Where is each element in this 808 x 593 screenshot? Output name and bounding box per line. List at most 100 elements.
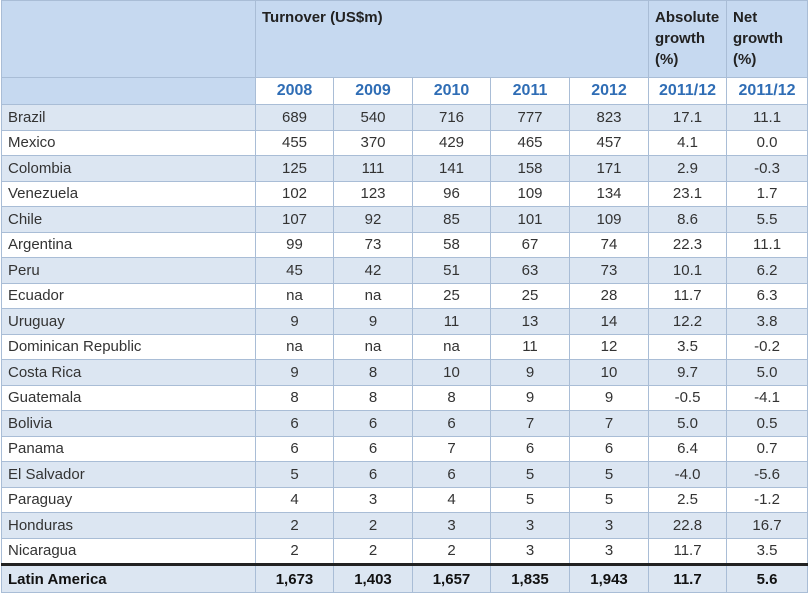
header-text: Net xyxy=(733,9,758,26)
cell: 3 xyxy=(490,537,570,565)
cell: 9.7 xyxy=(648,359,728,386)
cell: -0.2 xyxy=(726,333,808,360)
row-label: Ecuador xyxy=(1,282,256,309)
cell: 1,835 xyxy=(490,563,570,593)
cell: 10.1 xyxy=(648,257,728,284)
header-cell: Net growth (%) xyxy=(726,0,808,78)
header-cell: Absolute growth (%) xyxy=(648,0,728,78)
column-header-row: 2008 2009 2010 2011 2012 2011/12 2011/12 xyxy=(1,77,808,105)
row-label: Mexico xyxy=(1,129,256,156)
cell: 9 xyxy=(490,384,570,411)
cell: 6 xyxy=(333,410,413,437)
cell: -5.6 xyxy=(726,461,808,488)
row-label: Venezuela xyxy=(1,180,256,207)
header-text: (%) xyxy=(733,51,757,68)
cell: 11.1 xyxy=(726,104,808,131)
cell: 1,673 xyxy=(255,563,334,593)
cell: 111 xyxy=(333,155,413,182)
cell: 6 xyxy=(333,435,413,462)
cell: 2.5 xyxy=(648,486,728,513)
cell: 25 xyxy=(412,282,491,309)
data-row: Guatemala 8 8 8 9 9 -0.5 -4.1 xyxy=(1,384,808,411)
cell: -1.2 xyxy=(726,486,808,513)
cell: 58 xyxy=(412,231,491,258)
cell: 689 xyxy=(255,104,334,131)
cell: 5 xyxy=(490,461,570,488)
cell: 3.8 xyxy=(726,308,808,335)
cell: 823 xyxy=(568,104,650,131)
cell: 171 xyxy=(568,155,650,182)
data-row: Dominican Republic na na na 11 12 3.5 -0.2 xyxy=(1,333,808,360)
column-header: 2011/12 xyxy=(648,77,728,105)
data-row: Mexico 455 370 429 465 457 4.1 0.0 xyxy=(1,129,808,156)
cell: 11.7 xyxy=(648,537,728,565)
cell: 25 xyxy=(490,282,570,309)
cell: 3.5 xyxy=(648,333,728,360)
cell: 73 xyxy=(333,231,413,258)
cell: 5 xyxy=(490,486,570,513)
cell: 0.7 xyxy=(726,435,808,462)
cell: 67 xyxy=(490,231,570,258)
cell: 6.2 xyxy=(726,257,808,284)
cell: 2 xyxy=(255,512,334,539)
cell: 96 xyxy=(412,180,491,207)
cell: 6 xyxy=(412,410,491,437)
cell: 22.8 xyxy=(648,512,728,539)
cell: 109 xyxy=(568,206,650,233)
cell: 12 xyxy=(568,333,650,360)
cell: 11 xyxy=(412,308,491,335)
cell: 3 xyxy=(568,512,650,539)
cell: 12.2 xyxy=(648,308,728,335)
row-label: Panama xyxy=(1,435,256,462)
cell: -4.0 xyxy=(648,461,728,488)
cell: 457 xyxy=(568,129,650,156)
row-label: Paraguay xyxy=(1,486,256,513)
cell: 9 xyxy=(490,359,570,386)
cell: 6 xyxy=(412,461,491,488)
cell: 134 xyxy=(568,180,650,207)
cell: 2 xyxy=(412,537,491,565)
data-row: Chile 107 92 85 101 109 8.6 5.5 xyxy=(1,206,808,233)
header-text: Turnover (US$m) xyxy=(262,9,383,26)
cell: 716 xyxy=(412,104,491,131)
column-header: 2009 xyxy=(333,77,413,105)
cell: 11.7 xyxy=(648,282,728,309)
row-label: Chile xyxy=(1,206,256,233)
cell: 123 xyxy=(333,180,413,207)
row-label: Latin America xyxy=(1,563,256,593)
cell: 1,403 xyxy=(333,563,413,593)
cell: 42 xyxy=(333,257,413,284)
cell: 10 xyxy=(412,359,491,386)
cell: 1.7 xyxy=(726,180,808,207)
data-row: Honduras 2 2 3 3 3 22.8 16.7 xyxy=(1,512,808,539)
cell: 6.3 xyxy=(726,282,808,309)
cell: 10 xyxy=(568,359,650,386)
cell: 11.1 xyxy=(726,231,808,258)
row-label: Bolivia xyxy=(1,410,256,437)
column-header: 2011 xyxy=(490,77,570,105)
cell: 3 xyxy=(412,512,491,539)
cell: 14 xyxy=(568,308,650,335)
cell: 9 xyxy=(333,308,413,335)
row-label: Argentina xyxy=(1,231,256,258)
data-row: Venezuela 102 123 96 109 134 23.1 1.7 xyxy=(1,180,808,207)
cell: na xyxy=(255,333,334,360)
header-cell: Turnover (US$m) xyxy=(254,0,650,78)
cell: 101 xyxy=(490,206,570,233)
row-label: Peru xyxy=(1,257,256,284)
cell: 6 xyxy=(255,435,334,462)
row-label: Colombia xyxy=(1,155,256,182)
data-row: El Salvador 5 6 6 5 5 -4.0 -5.6 xyxy=(1,461,808,488)
cell: -0.3 xyxy=(726,155,808,182)
cell: 8.6 xyxy=(648,206,728,233)
cell: 1,657 xyxy=(412,563,491,593)
cell: na xyxy=(333,333,413,360)
cell: 28 xyxy=(568,282,650,309)
cell: 45 xyxy=(255,257,334,284)
cell: -4.1 xyxy=(726,384,808,411)
header-text: Absolute xyxy=(655,9,720,26)
row-label: Uruguay xyxy=(1,308,256,335)
data-row: Paraguay 4 3 4 5 5 2.5 -1.2 xyxy=(1,486,808,513)
